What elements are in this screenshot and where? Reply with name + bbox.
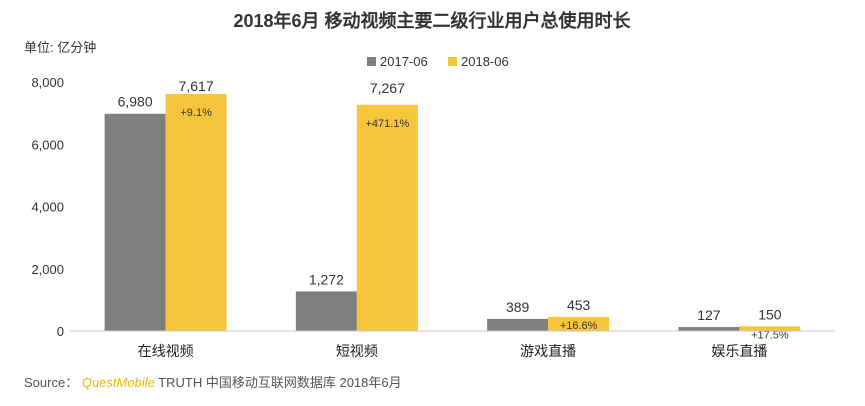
y-tick-label: 4,000 xyxy=(31,200,64,215)
x-axis: 在线视频 短视频 游戏直播 娱乐直播 xyxy=(138,343,768,359)
y-tick-label: 8,000 xyxy=(31,75,64,90)
chart-title: 2018年6月 移动视频主要二级行业用户总使用时长 xyxy=(233,10,631,31)
bar-2017-06-1 xyxy=(295,291,357,331)
value-label-2017-06-3: 127 xyxy=(697,307,721,323)
value-label-2017-06-1: 1,272 xyxy=(309,271,344,287)
bar-2017-06-0 xyxy=(104,113,166,331)
value-label-2017-06-0: 6,980 xyxy=(118,94,153,110)
x-category-label: 娱乐直播 xyxy=(711,343,767,359)
value-label-2018-06-1: 7,267 xyxy=(370,80,405,96)
value-label-2018-06-3: 150 xyxy=(758,306,782,322)
growth-label-3: +17.5% xyxy=(751,329,789,341)
value-label-2018-06-2: 453 xyxy=(567,297,591,313)
bar-2018-06-2 xyxy=(548,316,610,331)
legend: 2017-06 2018-06 xyxy=(367,54,509,69)
growth-label-1: +471.1% xyxy=(366,118,410,130)
x-category-label: 在线视频 xyxy=(138,343,194,359)
source-text: TRUTH 中国移动互联网数据库 2018年6月 xyxy=(158,375,402,390)
legend-swatch-2018-06 xyxy=(448,57,457,66)
x-category-label: 游戏直播 xyxy=(520,343,576,359)
bar-2018-06-1 xyxy=(356,104,418,331)
bar-2017-06-2 xyxy=(487,318,549,331)
source-brand: QuestMobile xyxy=(81,375,155,390)
legend-swatch-2017-06 xyxy=(367,57,376,66)
bar-2018-06-3 xyxy=(739,326,801,331)
y-tick-label: 2,000 xyxy=(31,262,64,277)
growth-label-2: +16.6% xyxy=(560,320,598,332)
bars: 6,980 7,617 +9.1% 1,272 7,267 +471.1% 389 453 +1… xyxy=(104,78,801,341)
growth-label-0: +9.1% xyxy=(180,107,212,119)
legend-label-2018-06: 2018-06 xyxy=(461,54,509,69)
source-note: Source： QuestMobile TRUTH 中国移动互联网数据库 201… xyxy=(24,372,402,391)
x-category-label: 短视频 xyxy=(336,343,378,359)
value-label-2018-06-0: 7,617 xyxy=(179,78,214,94)
y-tick-label: 6,000 xyxy=(31,137,64,152)
y-axis: 0 2,000 4,000 6,000 8,000 xyxy=(31,75,64,339)
bar-2017-06-3 xyxy=(678,327,740,331)
bar-2018-06-0 xyxy=(165,93,227,332)
legend-label-2017-06: 2017-06 xyxy=(380,54,428,69)
y-axis-unit-label: 单位: 亿分钟 xyxy=(24,40,96,55)
y-tick-label: 0 xyxy=(57,324,64,339)
source-prefix: Source： xyxy=(24,375,79,390)
value-label-2017-06-2: 389 xyxy=(506,299,530,315)
